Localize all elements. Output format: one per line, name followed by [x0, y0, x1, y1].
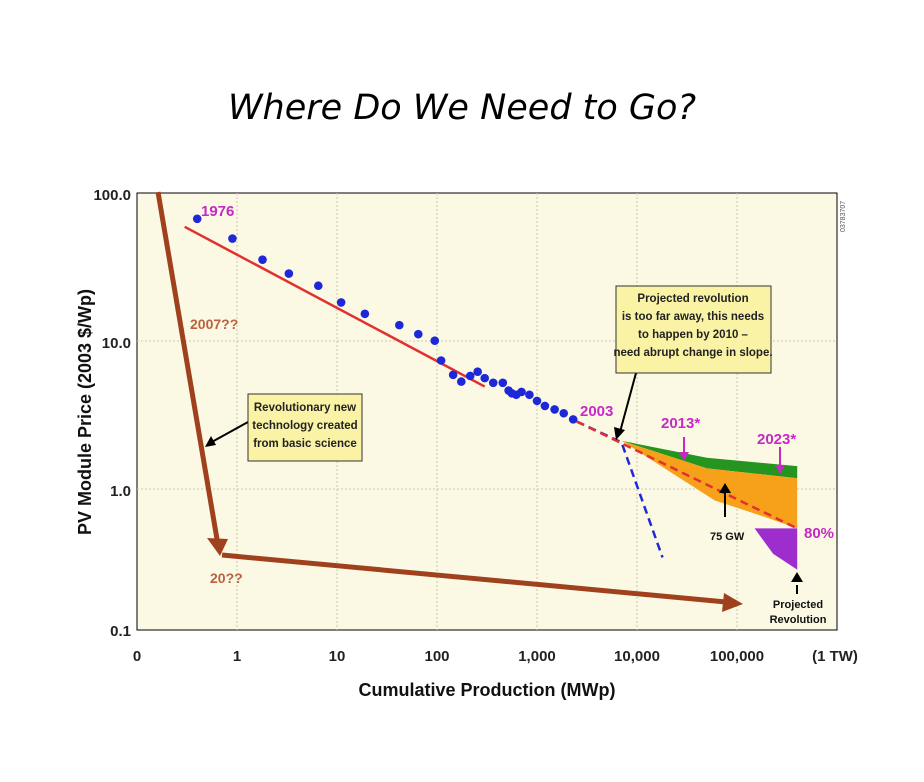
data-point [430, 336, 440, 346]
projected-revolution-label: Revolution [770, 614, 827, 626]
pct-80-label: 80% [804, 525, 834, 542]
production-arrow [221, 552, 727, 605]
gw-75-label: 75 GW [710, 531, 745, 543]
price-drop-arrowhead [207, 538, 228, 556]
data-point [525, 390, 534, 400]
data-point [360, 309, 370, 319]
year-2023-label: 2023* [757, 431, 796, 448]
data-point [568, 415, 578, 424]
data-point [532, 396, 542, 406]
x-tick-label: 1 [233, 648, 241, 665]
revolution-arrows [155, 191, 743, 612]
x-tick-label: 100 [424, 648, 449, 665]
technology-callout-box [247, 393, 363, 462]
year-2003-label: 2003 [580, 403, 613, 420]
revolution-pointer [619, 372, 637, 433]
y-tick-label: 100.0 [93, 187, 131, 204]
data-point [192, 214, 202, 224]
revolution-callout-box [615, 285, 772, 374]
x-tick-labels: 0 1 10 100 1,000 10,000 100,000 (1 TW) [133, 648, 858, 665]
y-tick-label: 10.0 [102, 335, 131, 352]
projection-band [754, 528, 798, 570]
projected-revolution-label: Projected [773, 599, 823, 611]
revolution-callout: Projected revolution is too far away, th… [613, 285, 773, 374]
data-point [473, 367, 482, 376]
data-point [436, 356, 446, 365]
x-tick-label: 10,000 [614, 648, 660, 665]
revolution-callout-line: is too far away, this needs [622, 311, 764, 323]
data-point [448, 370, 458, 380]
data-point [313, 281, 323, 291]
figure-code: 03783707 [840, 201, 847, 232]
year-2013-label: 2013* [661, 415, 700, 432]
y-tick-labels: 0.1 1.0 10.0 100.0 [93, 187, 131, 640]
data-point [284, 269, 294, 278]
y-tick-label: 1.0 [110, 483, 131, 500]
fit-line-line [184, 225, 486, 388]
q-2007-label: 2007?? [190, 316, 238, 332]
technology-pointer [209, 421, 249, 444]
projected-pointer-head [791, 572, 803, 582]
gridlines [137, 193, 837, 630]
data-point [465, 371, 475, 381]
y-axis-title: PV Module Price (2003 $/Wp) [75, 289, 95, 535]
data-point [540, 401, 550, 411]
data-point [550, 405, 559, 414]
x-tick-label: 1,000 [518, 648, 556, 665]
data-point [336, 298, 346, 307]
technology-pointer-head [205, 436, 216, 447]
x-axis-title: Cumulative Production (MWp) [359, 680, 616, 700]
data-point [480, 373, 490, 383]
technology-callout: Revolutionary new technology created fro… [247, 393, 363, 462]
callout-pointers [205, 372, 803, 594]
q-20-label: 20?? [210, 570, 243, 586]
x-tick-label: 100,000 [710, 648, 764, 665]
data-point [498, 378, 508, 388]
year-2013-pointer-head [679, 452, 689, 461]
technology-callout-line: from basic science [253, 438, 357, 450]
revolution-callout-line: need abrupt change in slope. [613, 347, 772, 359]
technology-callout-line: Revolutionary new [254, 402, 356, 414]
gw75-pointer-head [719, 483, 731, 493]
series-lines [184, 225, 798, 558]
data-point [413, 329, 423, 339]
data-point [517, 387, 526, 397]
data-point [395, 320, 404, 330]
data-point [228, 234, 237, 243]
production-arrowhead [722, 593, 743, 612]
data-point [457, 377, 466, 386]
x-tick-label: 0 [133, 648, 141, 665]
revolution-callout-line: to happen by 2010 – [638, 329, 749, 341]
year-1976-label: 1976 [201, 203, 234, 220]
slide-title: Where Do We Need to Go? [227, 88, 697, 128]
x-tick-label: (1 TW) [812, 648, 858, 665]
y-tick-label: 0.1 [110, 623, 131, 640]
year-2023-pointer-head [775, 465, 785, 474]
data-point [488, 378, 498, 388]
data-points [192, 214, 578, 424]
revolution-pointer-head [614, 427, 625, 440]
data-point [258, 255, 267, 264]
projection-line [576, 420, 798, 530]
projection-band [576, 421, 798, 479]
price-drop-arrow [155, 191, 221, 546]
data-point [559, 408, 569, 418]
x-tick-label: 10 [329, 648, 346, 665]
revolution-callout-line: Projected revolution [637, 293, 748, 305]
technology-callout-line: technology created [252, 420, 357, 432]
